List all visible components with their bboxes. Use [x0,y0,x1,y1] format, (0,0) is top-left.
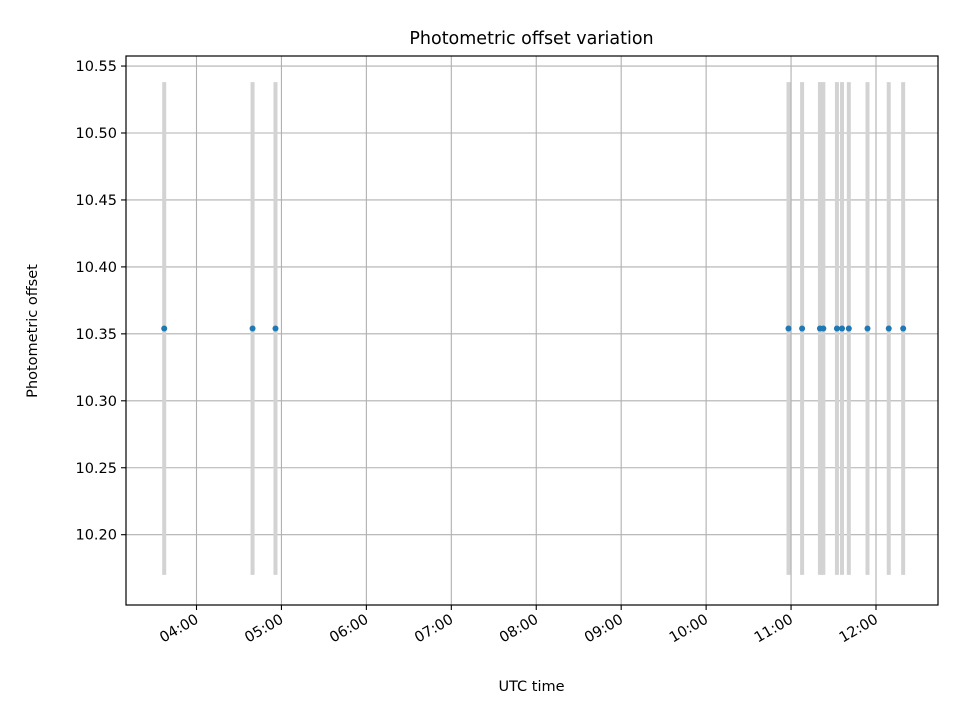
x-tick-label: 10:00 [667,612,711,647]
y-tick-label: 10.20 [75,528,117,544]
data-point [900,325,907,332]
data-point [845,325,852,332]
data-point [839,325,846,332]
x-tick-label: 11:00 [752,612,796,647]
x-tick-label: 06:00 [327,612,371,647]
x-tick-label: 09:00 [582,612,626,647]
y-tick-label: 10.35 [75,327,117,343]
y-tick-label: 10.55 [75,59,117,75]
x-tick-label: 07:00 [412,612,456,647]
x-tick-label: 12:00 [837,612,881,647]
data-point [820,325,827,332]
x-tick-label: 05:00 [242,612,286,647]
data-point [785,325,792,332]
data-point [799,325,806,332]
data-points [161,325,907,332]
data-point [272,325,279,332]
y-tick-label: 10.50 [75,126,117,142]
x-axis-label: UTC time [498,679,564,695]
grid-lines [126,56,938,605]
y-axis-ticks: 10.20 10.25 10.30 10.35 10.40 10.45 10.50 10.55 [75,59,126,544]
data-point [864,325,871,332]
data-point [885,325,892,332]
y-tick-label: 10.45 [75,193,117,209]
y-axis-label: Photometric offset [25,264,41,398]
data-point [249,325,256,332]
chart-title: Photometric offset variation [409,29,653,49]
axes-frame [125,55,939,606]
x-tick-label: 04:00 [157,612,201,647]
y-tick-label: 10.40 [75,260,117,276]
x-axis-ticks: 04:00 05:00 06:00 07:00 08:00 09:00 10:00 11:00… [157,605,881,646]
x-tick-label: 08:00 [497,612,541,647]
data-point [833,325,840,332]
y-tick-label: 10.25 [75,461,117,477]
y-tick-label: 10.30 [75,394,117,410]
data-point [161,325,168,332]
